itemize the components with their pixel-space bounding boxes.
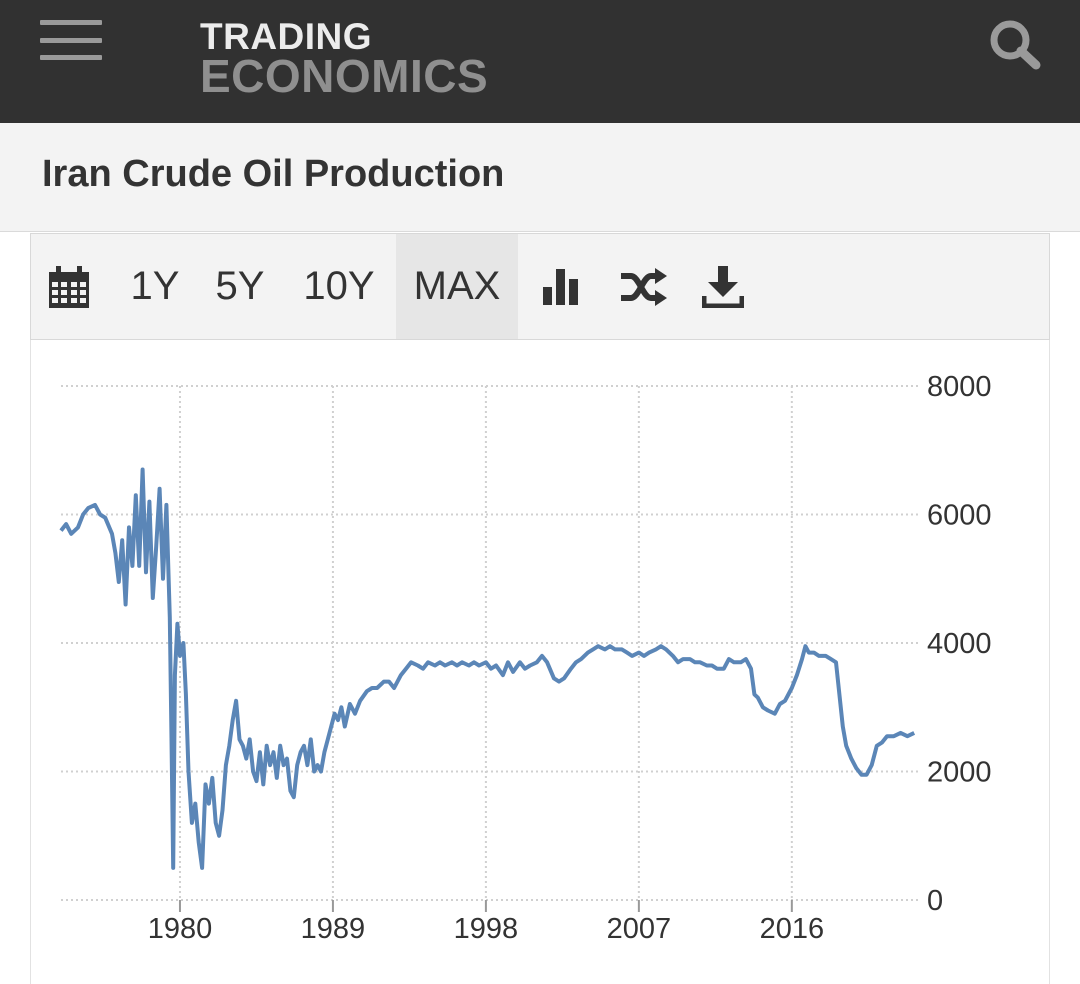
logo-line-trading: TRADING	[200, 16, 373, 57]
range-5y-button[interactable]: 5Y	[215, 264, 265, 308]
x-tick-label: 2007	[607, 913, 672, 945]
y-tick-label: 6000	[927, 500, 992, 532]
top-header: TRADING ECONOMICS	[0, 0, 1080, 123]
x-tick-label: 1980	[148, 913, 213, 945]
x-tick-label: 1989	[301, 913, 366, 945]
shuffle-icon[interactable]	[615, 234, 671, 339]
chart-toolbar: 1Y 5Y 10Y MAX	[30, 233, 1050, 340]
y-tick-label: 2000	[927, 757, 992, 789]
page-title: Iran Crude Oil Production	[42, 153, 505, 195]
y-tick-label: 0	[927, 885, 943, 917]
x-tick-label: 2016	[760, 913, 825, 945]
y-tick-label: 8000	[927, 371, 992, 403]
bar-chart-icon[interactable]	[536, 234, 588, 339]
y-tick-label: 4000	[927, 628, 992, 660]
range-max-button[interactable]: MAX	[396, 234, 518, 339]
site-logo[interactable]: TRADING ECONOMICS	[200, 18, 488, 99]
hamburger-menu-icon[interactable]	[40, 20, 102, 60]
chart-area: 0 2000 4000 6000 8000 1980 1989 1998 2007 2016	[30, 340, 1050, 984]
series-line[interactable]	[59, 467, 916, 870]
search-icon[interactable]	[986, 18, 1046, 70]
calendar-icon[interactable]	[41, 234, 97, 339]
download-icon[interactable]	[695, 234, 751, 339]
logo-line-economics: ECONOMICS	[200, 50, 489, 102]
title-band: Iran Crude Oil Production	[0, 123, 1080, 232]
range-1y-button[interactable]: 1Y	[130, 264, 180, 308]
x-tick-label: 1998	[454, 913, 519, 945]
line-chart: 0 2000 4000 6000 8000 1980 1989 1998 2007 2016	[59, 371, 992, 945]
range-10y-button[interactable]: 10Y	[303, 264, 375, 308]
